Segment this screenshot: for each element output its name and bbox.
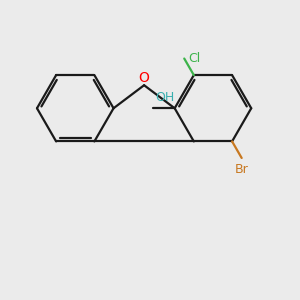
Text: OH: OH (155, 91, 175, 104)
Text: Br: Br (235, 163, 248, 176)
Text: O: O (139, 71, 149, 85)
Text: Cl: Cl (188, 52, 200, 65)
